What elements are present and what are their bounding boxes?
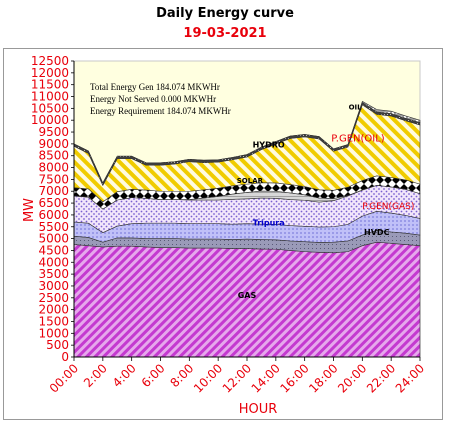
y-tick-label: 11500: [31, 78, 69, 92]
y-tick-label: 2500: [38, 291, 69, 305]
label-tripura: Tripura: [253, 219, 285, 228]
y-tick-label: 500: [46, 338, 69, 352]
y-tick-label: 4500: [38, 243, 69, 257]
y-tick-label: 0: [61, 350, 69, 364]
x-tick-label: 00:00: [47, 361, 81, 395]
y-tick-label: 7000: [38, 184, 69, 198]
x-tick-label: 2:00: [81, 361, 110, 390]
label-pgen-oil: P.GEN(OIL): [331, 134, 384, 145]
x-tick-label: 16:00: [277, 361, 311, 395]
x-tick-label: 24:00: [393, 361, 427, 395]
y-tick-label: 10500: [31, 101, 69, 115]
y-axis-title: MW: [22, 198, 37, 222]
y-tick-label: 8000: [38, 161, 69, 175]
y-tick-label: 12500: [31, 54, 69, 68]
y-tick-label: 9500: [38, 125, 69, 139]
annotation-total-gen: Total Energy Gen 184.074 MKWHr: [90, 82, 220, 92]
chart-title: Daily Energy curve: [156, 6, 294, 21]
x-tick-label: 18:00: [306, 361, 340, 395]
y-tick-label: 5000: [38, 232, 69, 246]
y-tick-label: 8500: [38, 149, 69, 163]
area-layers: [73, 100, 421, 358]
y-tick-label: 3000: [38, 279, 69, 293]
label-solar: SOLAR: [237, 177, 264, 185]
x-tick-label: 20:00: [335, 361, 369, 395]
y-tick-label: 7500: [38, 172, 69, 186]
x-tick-label: 10:00: [191, 361, 225, 395]
y-tick-label: 5500: [38, 220, 69, 234]
y-tick-label: 2000: [38, 303, 69, 317]
x-tick-label: 6:00: [139, 361, 168, 390]
title-block: Daily Energy curve 19-03-2021: [0, 6, 450, 41]
y-tick-label: 9000: [38, 137, 69, 151]
y-tick-label: 11000: [31, 90, 69, 104]
y-tick-label: 10000: [31, 113, 69, 127]
annotation-not-served: Energy Not Served 0.000 MKWHr: [90, 94, 216, 104]
y-tick-label: 12000: [31, 66, 69, 80]
x-tick-label: 12:00: [220, 361, 254, 395]
label-pgen-gas: P.GEN(GAS): [362, 202, 414, 212]
annotation-requirement: Energy Requirement 184.074 MKWHr: [90, 106, 231, 116]
label-oil: OIL: [349, 104, 363, 112]
area-labels: GAS HVDC Tripura P.GEN(GAS) SOLAR HYDRO P.GEN(…: [237, 104, 415, 300]
y-tick-labels: 0500100015002000250030003500400045005000…: [31, 54, 74, 364]
y-tick-label: 3500: [38, 267, 69, 281]
y-tick-label: 1500: [38, 314, 69, 328]
chart-frame: [3, 48, 443, 420]
area-oil: [73, 100, 421, 184]
x-axis-title: HOUR: [239, 402, 278, 417]
chart-subtitle: 19-03-2021: [183, 26, 267, 41]
label-hydro: HYDRO: [253, 140, 285, 149]
y-tick-label: 6500: [38, 196, 69, 210]
x-tick-label: 14:00: [249, 361, 283, 395]
label-hvdc: HVDC: [364, 228, 390, 237]
x-tick-labels: 00:00 2:00 4:00 6:00 8:0010:0012:0014:0016:0…: [47, 357, 427, 396]
y-tick-label: 4000: [38, 255, 69, 269]
y-tick-label: 1000: [38, 326, 69, 340]
x-tick-label: 4:00: [110, 361, 139, 390]
label-gas: GAS: [238, 291, 257, 300]
y-tick-label: 6000: [38, 208, 69, 222]
x-tick-label: 22:00: [364, 361, 398, 395]
